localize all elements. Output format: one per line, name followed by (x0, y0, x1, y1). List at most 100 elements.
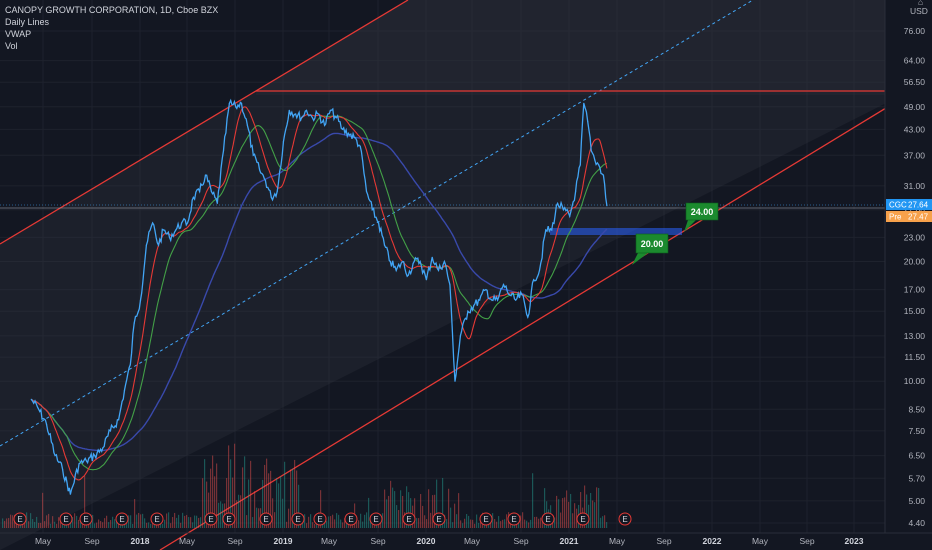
volume-bar (598, 488, 600, 528)
currency-lock-icon: ⌂ (918, 0, 923, 7)
volume-bar (174, 512, 176, 528)
volume-bar (586, 494, 588, 528)
volume-bar (280, 476, 282, 528)
earnings-marker[interactable]: E (402, 512, 416, 526)
volume-bar (434, 494, 436, 528)
symbol-title[interactable]: CANOPY GROWTH CORPORATION, 1D, Cboe BZX (5, 5, 219, 15)
volume-bar (522, 512, 524, 528)
volume-bar (342, 522, 344, 528)
channel-lower-line[interactable] (159, 79, 932, 550)
volume-bar (166, 513, 168, 528)
volume-bar (544, 488, 546, 528)
volume-bar (270, 470, 272, 528)
earnings-marker[interactable]: E (618, 512, 632, 526)
callout-24[interactable]: 24.00 (684, 202, 719, 232)
volume-bar (454, 503, 456, 528)
volume-bar (568, 501, 570, 528)
volume-bar (140, 514, 142, 528)
price-point (329, 109, 331, 111)
volume-bar (128, 515, 130, 528)
earnings-marker[interactable]: E (204, 512, 218, 526)
channel-upper-line[interactable] (0, 0, 409, 245)
volume-bar (286, 521, 288, 528)
earnings-marker[interactable]: E (13, 512, 27, 526)
volume-bar (294, 459, 296, 528)
earnings-marker[interactable]: E (115, 512, 129, 526)
volume-bar (532, 473, 534, 528)
volume-bar (230, 459, 232, 528)
volume-bar (358, 520, 360, 528)
earnings-marker[interactable]: E (507, 512, 521, 526)
ma-slow-line (30, 132, 608, 452)
x-tick-label: May (321, 536, 338, 546)
price-line[interactable] (30, 98, 608, 495)
earnings-marker[interactable]: E (576, 512, 590, 526)
volume-bar (328, 516, 330, 528)
volume-bar (594, 502, 596, 528)
price-point (94, 455, 96, 457)
price-point (152, 222, 154, 224)
earnings-marker[interactable]: E (344, 512, 358, 526)
target-zone[interactable] (550, 228, 682, 235)
volume-bar (540, 517, 542, 528)
volume-bar (596, 487, 598, 528)
indicator-daily-lines[interactable]: Daily Lines (5, 17, 50, 27)
indicator-vol[interactable]: Vol (5, 41, 18, 51)
earnings-marker[interactable]: E (313, 512, 327, 526)
indicator-vwap[interactable]: VWAP (5, 29, 32, 39)
volume-bar (470, 519, 472, 528)
volume-bar (102, 522, 104, 528)
earnings-marker[interactable]: E (259, 512, 273, 526)
callout-20[interactable]: 20.00 (632, 233, 669, 265)
volume-bar (266, 458, 268, 528)
earnings-marker[interactable]: E (222, 512, 236, 526)
volume-bar (238, 494, 240, 528)
volume-bar (414, 498, 416, 528)
volume-bar (26, 512, 28, 528)
volume-bar (264, 464, 266, 528)
volume-bar (192, 522, 194, 528)
volume-bar (8, 518, 10, 528)
price-point (54, 455, 56, 457)
price-badge-pre[interactable]: Pre 27.47 (886, 211, 932, 222)
price-point (270, 196, 272, 198)
x-tick-label: Sep (513, 536, 528, 546)
x-tick-label: Sep (227, 536, 242, 546)
volume-bar (570, 493, 572, 528)
earnings-marker[interactable]: E (291, 512, 305, 526)
volume-bar (382, 513, 384, 528)
volume-bar (340, 519, 342, 528)
earnings-marker[interactable]: E (59, 512, 73, 526)
earnings-marker[interactable]: E (150, 512, 164, 526)
price-point (383, 244, 386, 246)
price-badge-cgc[interactable]: CGC 27.64 (886, 199, 932, 210)
x-tick-label: 2019 (274, 536, 293, 546)
price-point (168, 236, 171, 238)
volume-bar (274, 512, 276, 528)
volume-bar (566, 490, 568, 528)
price-point (181, 222, 183, 224)
volume-bar (6, 518, 8, 528)
earnings-marker[interactable]: E (541, 512, 555, 526)
earnings-marker[interactable]: E (432, 512, 446, 526)
channel-midline[interactable] (0, 0, 754, 447)
volume-bar (530, 519, 532, 528)
volume-bar (196, 515, 198, 528)
volume-bar (560, 512, 562, 528)
volume-bar (476, 514, 478, 528)
price-axis-background (885, 0, 932, 533)
earnings-marker[interactable]: E (369, 512, 383, 526)
price-point (521, 294, 523, 296)
volume-bar (180, 522, 182, 528)
volume-bar (104, 518, 106, 528)
volume-bar (50, 523, 52, 528)
volume-bar (468, 515, 470, 528)
earnings-marker[interactable]: E (79, 512, 93, 526)
volume-bar (228, 445, 230, 528)
volume-bar (96, 522, 98, 528)
earnings-marker[interactable]: E (479, 512, 493, 526)
earnings-marker-label: E (83, 515, 88, 524)
